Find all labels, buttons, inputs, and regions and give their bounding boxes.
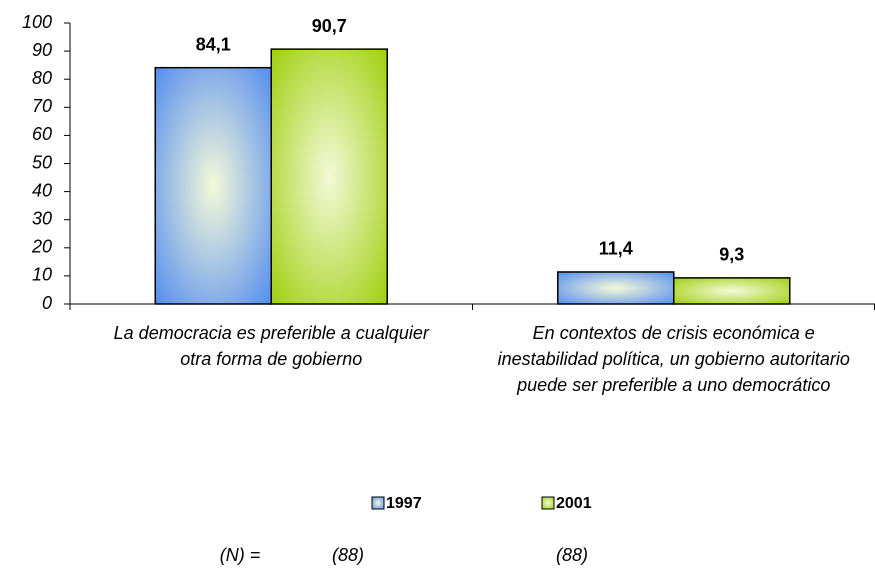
y-tick-label: 0 [42, 293, 52, 313]
legend-swatch [371, 496, 385, 510]
legend-label: 2001 [556, 495, 592, 512]
y-tick-label: 50 [32, 152, 52, 172]
x-tick-label: En contextos de crisis económica e inest… [497, 323, 850, 395]
y-tick-label: 20 [31, 237, 52, 257]
bar [673, 277, 791, 305]
n-title: (N) = [220, 545, 261, 565]
y-tick-label: 10 [32, 265, 52, 285]
y-tick-label: 100 [22, 12, 52, 32]
legend-swatch [541, 496, 555, 510]
n-label: (88) [332, 545, 364, 565]
bar [557, 271, 675, 305]
data-label: 11,4 [599, 239, 633, 259]
data-label: 9,3 [719, 245, 744, 265]
n-label: (88) [556, 545, 588, 565]
legend-label: 1997 [386, 495, 422, 512]
bar [154, 66, 272, 305]
y-tick-label: 90 [32, 40, 52, 60]
y-tick-label: 40 [32, 180, 52, 200]
bar [270, 48, 388, 305]
data-label: 84,1 [196, 34, 231, 54]
y-tick-label: 30 [32, 208, 52, 228]
y-tick-label: 80 [32, 68, 52, 88]
x-tick-label: La democracia es preferible a cualquier … [113, 323, 429, 369]
y-tick-label: 70 [32, 96, 52, 116]
data-label: 90,7 [312, 16, 347, 36]
y-tick-label: 60 [32, 124, 52, 144]
